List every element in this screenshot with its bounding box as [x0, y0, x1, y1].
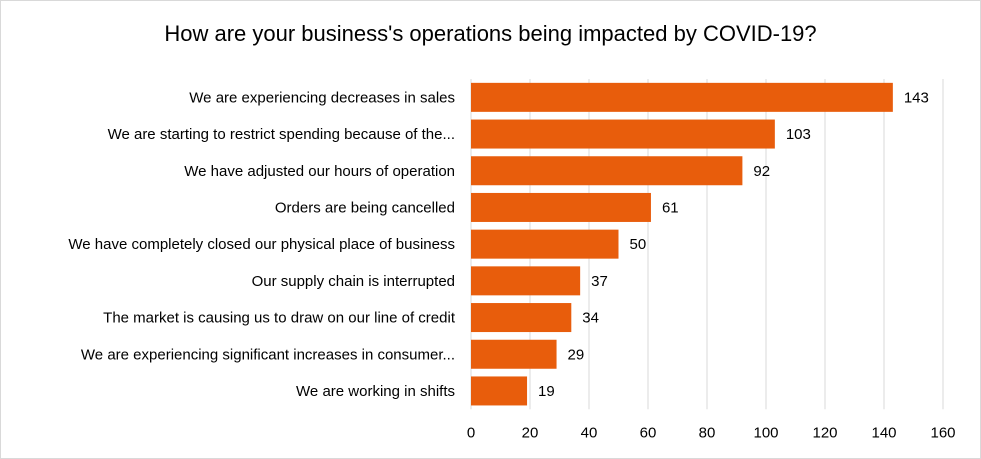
category-label: We have completely closed our physical p… — [68, 236, 455, 253]
data-label: 50 — [630, 236, 647, 253]
category-label: We are starting to restrict spending bec… — [108, 126, 455, 143]
x-tick-label: 60 — [640, 424, 657, 441]
bar — [471, 303, 572, 333]
bar — [471, 229, 619, 259]
data-label: 37 — [591, 273, 608, 290]
x-tick-label: 80 — [699, 424, 716, 441]
data-label: 34 — [582, 310, 599, 327]
bar — [471, 156, 743, 186]
data-label: 29 — [568, 346, 585, 363]
category-label: We are experiencing significant increase… — [81, 346, 455, 363]
category-label: The market is causing us to draw on our … — [103, 310, 456, 327]
category-label: Our supply chain is interrupted — [252, 273, 455, 290]
bar — [471, 119, 775, 149]
data-label: 143 — [904, 89, 929, 106]
x-tick-label: 120 — [812, 424, 837, 441]
data-label: 103 — [786, 126, 811, 143]
data-label: 92 — [753, 163, 770, 180]
x-tick-label: 160 — [930, 424, 955, 441]
category-label: We are working in shifts — [296, 383, 455, 400]
bar — [471, 376, 528, 406]
x-tick-label: 140 — [871, 424, 896, 441]
data-label: 61 — [662, 199, 679, 216]
data-label: 19 — [538, 383, 555, 400]
bar — [471, 192, 651, 222]
x-tick-label: 100 — [753, 424, 778, 441]
x-tick-label: 40 — [581, 424, 598, 441]
bar — [471, 82, 893, 112]
category-label: Orders are being cancelled — [275, 199, 455, 216]
category-label: We are experiencing decreases in sales — [189, 89, 455, 106]
bar — [471, 339, 557, 369]
x-tick-label: 20 — [522, 424, 539, 441]
x-tick-label: 0 — [467, 424, 475, 441]
bar — [471, 266, 581, 296]
chart-title: How are your business's operations being… — [164, 21, 817, 46]
category-label: We have adjusted our hours of operation — [184, 163, 455, 180]
